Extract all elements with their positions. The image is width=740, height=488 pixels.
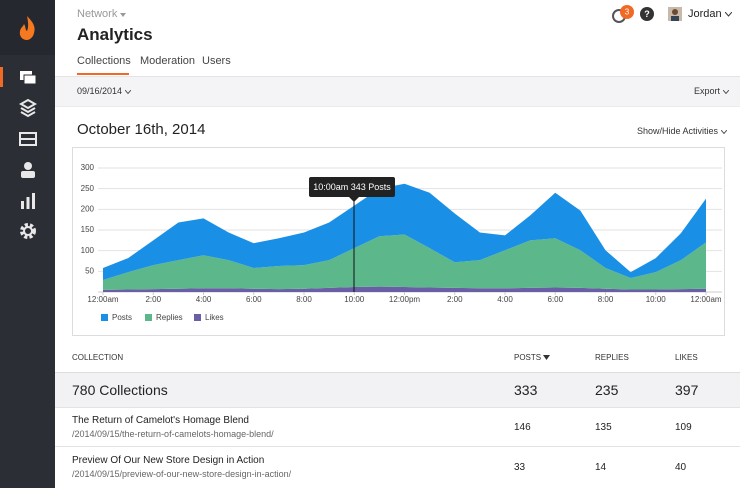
row-posts: 146 — [514, 422, 531, 433]
tooltip-pointer — [349, 197, 359, 202]
badge: 3 — [625, 8, 630, 17]
y-tick-label: 300 — [81, 163, 95, 172]
toolbar: 09/16/2014 Export — [55, 76, 740, 107]
x-tick-label: 12:00am — [87, 295, 118, 304]
tooltip: 10:00am 343 Posts — [313, 182, 391, 192]
row-posts: 33 — [514, 462, 526, 473]
legend-swatch — [145, 314, 152, 321]
x-tick-label: 2:00 — [145, 295, 161, 304]
nav-analytics[interactable] — [18, 191, 38, 211]
legend-label: Posts — [112, 313, 132, 322]
legend-label: Replies — [156, 313, 183, 322]
y-tick-label: 50 — [85, 266, 94, 275]
row-likes: 40 — [675, 462, 687, 473]
user-name: Jordan — [688, 8, 722, 20]
y-tick-label: 100 — [81, 246, 95, 255]
tooltip-box — [309, 177, 395, 197]
nav-inbox[interactable] — [18, 129, 38, 149]
legend: Posts Replies Likes — [101, 313, 224, 322]
legend-label: Likes — [205, 313, 224, 322]
tab[interactable]: Moderation — [140, 55, 196, 67]
x-tick-label: 2:00 — [447, 295, 463, 304]
x-tick-label: 10:00 — [344, 295, 365, 304]
area — [103, 183, 706, 281]
tab[interactable]: Collections — [77, 55, 131, 67]
logo[interactable] — [0, 0, 55, 55]
export: Export — [694, 86, 721, 96]
legend-swatch — [194, 314, 201, 321]
sidebar — [0, 0, 55, 488]
summary-row: 780 Collections 333 235 397 — [55, 372, 740, 408]
sort-icon — [543, 355, 551, 360]
notifications[interactable]: 3 — [610, 4, 640, 26]
chevron — [720, 129, 727, 135]
sort-header[interactable]: POSTS — [514, 353, 551, 362]
row-title[interactable]: The Return of Camelot's Homage Blend — [72, 415, 249, 426]
y-tick-label: 150 — [81, 225, 95, 234]
help[interactable]: ? — [640, 7, 656, 23]
logo-icon — [19, 16, 35, 40]
areas — [103, 183, 706, 292]
chart-panel — [72, 147, 725, 336]
chevron — [724, 11, 733, 17]
row-separator — [55, 446, 740, 447]
y-tick-label: 250 — [81, 184, 95, 193]
axes: 50 100 150 200 250 300 12:00am 2:00 4:00 6:00 8:00… — [81, 163, 722, 304]
row-replies: 135 — [595, 422, 612, 433]
summary-likes: 397 — [675, 382, 699, 398]
x-tick-label: 8:00 — [296, 295, 312, 304]
date: 09/16/2014 — [77, 86, 123, 96]
user-menu[interactable]: Jordan — [688, 8, 733, 20]
x-tick-label: 6:00 — [547, 295, 563, 304]
network-label: Network — [77, 8, 118, 20]
date-picker[interactable]: 09/16/2014 — [77, 86, 131, 96]
nav-settings[interactable] — [18, 221, 38, 241]
avatar[interactable] — [668, 7, 682, 21]
nav-conversations[interactable] — [18, 68, 38, 88]
page-title: Analytics — [77, 25, 153, 44]
row-path: /2014/09/15/the-return-of-camelots-homag… — [72, 429, 274, 439]
row-path: /2014/09/15/preview-of-our-new-store-des… — [72, 469, 292, 479]
activity-toggle[interactable]: Show/Hide Activities — [637, 126, 727, 136]
summary-replies: 235 — [595, 382, 619, 398]
tab[interactable]: Users — [202, 55, 231, 67]
tab-underline — [77, 73, 129, 75]
svg-text:?: ? — [644, 9, 650, 19]
summary-label: 780 Collections — [72, 382, 168, 398]
x-tick-label: 8:00 — [598, 295, 614, 304]
x-tick-label: 4:00 — [497, 295, 513, 304]
toggle-label: Show/Hide Activities — [637, 126, 719, 136]
x-tick-label: 10:00 — [646, 295, 667, 304]
column-header: LIKES — [675, 353, 698, 362]
chevron — [124, 89, 131, 95]
x-tick-label: 12:00pm — [389, 295, 420, 304]
row-title[interactable]: Preview Of Our New Store Design in Actio… — [72, 455, 265, 466]
nav-users[interactable] — [18, 160, 38, 180]
chevron — [120, 13, 127, 17]
column-header: POSTS — [514, 353, 542, 362]
column-header: COLLECTION — [72, 353, 124, 362]
x-tick-label: 12:00am — [690, 295, 721, 304]
chevron — [722, 89, 729, 95]
legend-swatch — [101, 314, 108, 321]
row-likes: 109 — [675, 422, 692, 433]
y-tick-label: 200 — [81, 204, 95, 213]
x-tick-label: 4:00 — [196, 295, 212, 304]
summary-posts: 333 — [514, 382, 538, 398]
nav-content[interactable] — [18, 98, 38, 118]
column-header: REPLIES — [595, 353, 629, 362]
chart: 10:00am 343 Posts 50 100 150 200 250 300 12:00… — [81, 163, 722, 322]
x-tick-label: 6:00 — [246, 295, 262, 304]
network-menu[interactable]: Network — [77, 8, 127, 20]
area — [103, 286, 706, 292]
export-menu[interactable]: Export — [694, 86, 729, 96]
area — [103, 234, 706, 290]
active-indicator — [0, 67, 3, 87]
section-title: October 16th, 2014 — [77, 121, 206, 138]
row-replies: 14 — [595, 462, 607, 473]
